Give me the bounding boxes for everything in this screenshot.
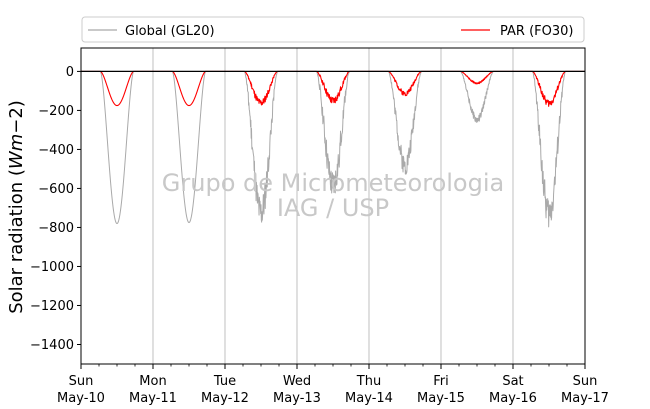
y-tick-label: 0	[66, 65, 74, 80]
x-tick-label-day: Sun	[69, 374, 94, 389]
x-tick-label-date: May-15	[417, 391, 465, 406]
x-tick-label-date: May-17	[561, 391, 609, 406]
y-axis: 0 −200 −400 −600 −800 −1000 −1200 −1400	[30, 65, 81, 353]
vertical-grid	[152, 48, 514, 364]
x-tick-label-date: May-11	[129, 391, 177, 406]
x-tick-label-day: Thu	[356, 374, 381, 389]
y-tick-label: −400	[38, 143, 74, 158]
legend-label-global: Global (GL20)	[125, 24, 215, 39]
y-tick-label: −1000	[30, 260, 74, 275]
y-axis-label-text: Solar radiation (	[6, 169, 27, 314]
x-tick-label-day: Tue	[213, 374, 236, 389]
y-axis-label: Solar radiation (Wm−2)	[6, 100, 27, 314]
x-tick-label-day: Fri	[433, 374, 449, 389]
x-tick-label-date: May-14	[345, 391, 393, 406]
watermark-line-2: IAG / USP	[277, 194, 389, 222]
x-tick-label-day: Mon	[139, 374, 166, 389]
legend: Global (GL20) PAR (FO30)	[81, 16, 585, 43]
x-tick-label-day: Sat	[502, 374, 523, 389]
y-tick-label: −1200	[30, 299, 74, 314]
x-tick-label-date: May-16	[489, 391, 537, 406]
y-tick-label: −800	[38, 221, 74, 236]
watermark-line-1: Grupo de Micrometeorologia	[162, 169, 504, 197]
x-axis: Sun May-10 Mon May-11 Tue May-12 Wed May-13 Thu M…	[57, 364, 609, 406]
x-tick-label-date: May-10	[57, 391, 105, 406]
y-tick-label: −1400	[30, 338, 74, 353]
legend-label-par: PAR (FO30)	[500, 24, 573, 39]
x-tick-label-date: May-12	[201, 391, 249, 406]
y-tick-label: −600	[38, 182, 74, 197]
x-tick-label-day: Wed	[283, 374, 311, 389]
plot-area	[81, 48, 585, 364]
y-tick-label: −200	[38, 104, 74, 119]
x-tick-label-date: May-13	[273, 391, 321, 406]
x-tick-label-day: Sun	[573, 374, 598, 389]
legend-box	[81, 16, 585, 43]
y-axis-label-suffix: −2)	[6, 100, 27, 134]
y-axis-label-math: Wm	[6, 134, 27, 169]
